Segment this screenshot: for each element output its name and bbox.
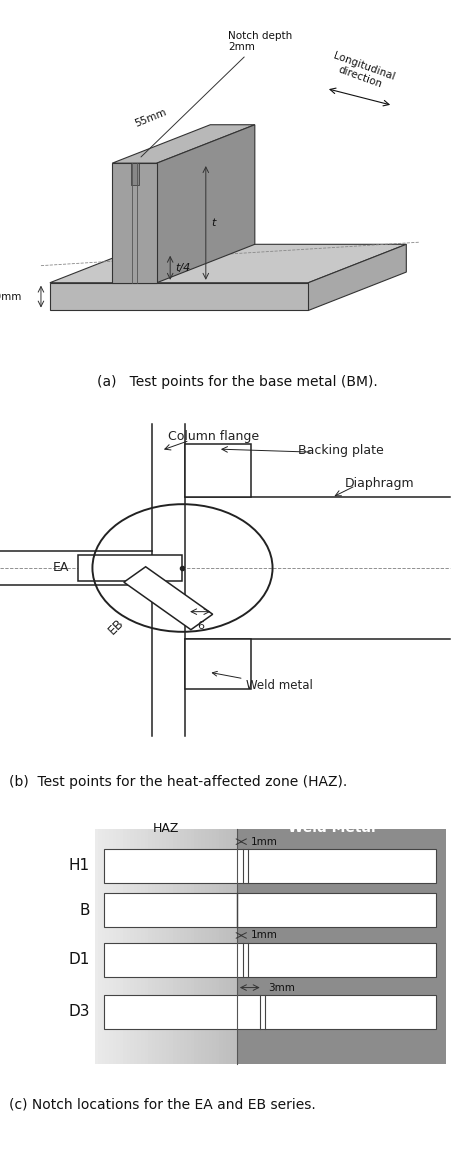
Text: Longitudinal
direction: Longitudinal direction <box>328 50 396 93</box>
Bar <box>170 829 174 1064</box>
Text: Diaphragm: Diaphragm <box>345 477 414 490</box>
Bar <box>184 829 188 1064</box>
Bar <box>137 829 142 1064</box>
Text: 1mm: 1mm <box>251 931 278 940</box>
Text: B: B <box>80 903 90 917</box>
Text: 1mm: 1mm <box>251 837 278 846</box>
Polygon shape <box>157 125 255 283</box>
Bar <box>212 829 217 1064</box>
Text: H1: H1 <box>69 858 90 873</box>
Text: EB: EB <box>106 616 127 637</box>
Text: Weld Metal: Weld Metal <box>288 821 375 835</box>
Bar <box>198 829 202 1064</box>
Bar <box>130 163 138 184</box>
Bar <box>148 829 153 1064</box>
Bar <box>124 566 213 630</box>
Bar <box>145 829 149 1064</box>
Text: Notch depth
2mm: Notch depth 2mm <box>141 30 292 157</box>
Bar <box>223 829 227 1064</box>
Text: HAZ: HAZ <box>153 822 179 835</box>
Text: D3: D3 <box>69 1004 90 1019</box>
Bar <box>152 829 156 1064</box>
Text: 55mm: 55mm <box>133 108 168 129</box>
Text: D1: D1 <box>69 952 90 967</box>
Bar <box>166 829 171 1064</box>
Bar <box>194 829 199 1064</box>
Bar <box>159 829 163 1064</box>
Bar <box>191 829 195 1064</box>
Bar <box>141 829 146 1064</box>
Bar <box>95 829 100 1064</box>
Bar <box>134 829 138 1064</box>
Bar <box>99 829 103 1064</box>
Bar <box>116 829 121 1064</box>
Bar <box>104 995 436 1028</box>
Bar <box>119 829 124 1064</box>
Text: (a)   Test points for the base metal (BM).: (a) Test points for the base metal (BM). <box>97 375 377 389</box>
Bar <box>227 829 231 1064</box>
Bar <box>109 829 114 1064</box>
Bar <box>106 829 110 1064</box>
Text: 6: 6 <box>197 621 204 631</box>
Bar <box>162 829 167 1064</box>
Bar <box>104 943 436 976</box>
Text: 10mm: 10mm <box>0 292 22 301</box>
Bar <box>130 829 135 1064</box>
Bar <box>209 829 213 1064</box>
Text: Backing plate: Backing plate <box>299 444 384 456</box>
Text: Weld metal: Weld metal <box>212 672 313 692</box>
Bar <box>123 829 128 1064</box>
Text: Column flange: Column flange <box>168 431 259 444</box>
Bar <box>230 829 234 1064</box>
Text: t/4: t/4 <box>175 263 191 273</box>
Bar <box>237 829 446 1064</box>
Bar <box>155 829 160 1064</box>
Bar <box>173 829 178 1064</box>
Bar <box>201 829 206 1064</box>
Bar <box>104 893 436 928</box>
Bar <box>102 829 107 1064</box>
Bar <box>50 283 308 310</box>
Text: 3mm: 3mm <box>268 983 295 992</box>
Bar <box>112 163 157 283</box>
Bar <box>176 829 181 1064</box>
Bar <box>216 829 220 1064</box>
Bar <box>104 849 436 882</box>
Bar <box>233 829 238 1064</box>
Bar <box>127 829 131 1064</box>
Polygon shape <box>112 125 255 163</box>
Bar <box>113 829 117 1064</box>
Bar <box>187 829 191 1064</box>
Bar <box>185 638 251 689</box>
Bar <box>180 829 185 1064</box>
Text: (b)  Test points for the heat-affected zone (HAZ).: (b) Test points for the heat-affected zo… <box>9 775 348 789</box>
Bar <box>185 444 251 498</box>
Polygon shape <box>308 244 406 310</box>
Bar <box>219 829 224 1064</box>
Polygon shape <box>50 244 406 283</box>
Bar <box>205 829 210 1064</box>
Text: EA: EA <box>52 562 69 574</box>
Bar <box>78 556 182 580</box>
Text: (c) Notch locations for the EA and EB series.: (c) Notch locations for the EA and EB se… <box>9 1098 316 1112</box>
Text: t: t <box>211 218 216 228</box>
